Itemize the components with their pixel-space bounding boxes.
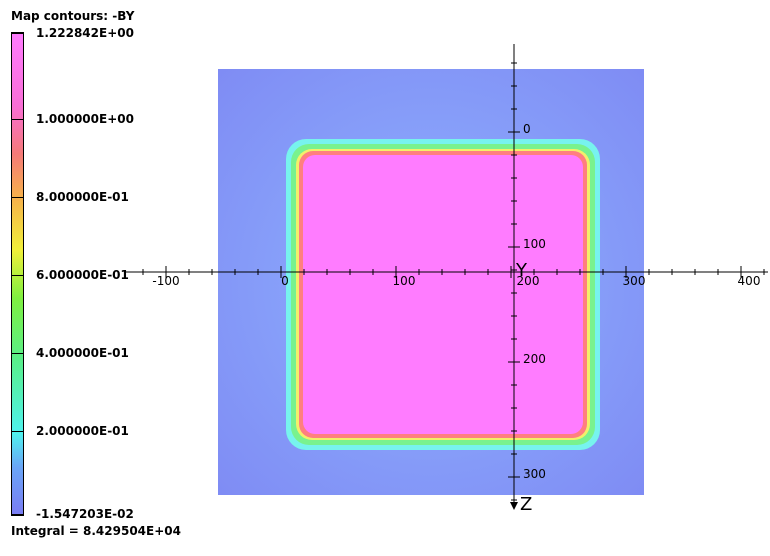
x-tick-label: -100 [152,274,179,288]
vertical-minor-ticks [511,62,517,501]
x-tick-label: 300 [623,274,646,288]
colorbar-tick [12,275,24,276]
colorbar-label: 4.000000E-01 [36,346,129,360]
x-tick-label: 400 [738,274,761,288]
horizontal-major-ticks [165,266,742,278]
colorbar-tick [12,33,24,34]
z-axis-name: Z [520,494,532,515]
colorbar-label-max: 1.222842E+00 [36,26,134,40]
colorbar-label: 2.000000E-01 [36,424,129,438]
z-tick-label: 200 [523,352,546,366]
contour-peak-region [303,155,583,434]
z-tick-label: 0 [523,122,531,136]
colorbar-tick [12,197,24,198]
integral-readout: Integral = 8.429504E+04 [11,524,181,538]
x-tick-label: 100 [393,274,416,288]
colorbar-label: 6.000000E-01 [36,268,129,282]
z-tick-label: 300 [523,467,546,481]
colorbar-tick [12,353,24,354]
x-tick-label: 200 [517,274,540,288]
vertical-major-ticks [508,131,520,478]
colorbar-label: 8.000000E-01 [36,190,129,204]
y-axis-name: Y [515,260,528,281]
colorbar-label: 1.000000E+00 [36,112,134,126]
colorbar-tick [12,514,24,515]
z-tick-label: 100 [523,237,546,251]
z-axis-arrow-icon [510,502,518,510]
horizontal-minor-ticks [142,269,765,275]
color-scale-bar [11,32,24,516]
colorbar-tick [12,119,24,120]
plot-title: Map contours: -BY [11,9,135,23]
x-tick-label: 0 [281,274,289,288]
colorbar-tick [12,431,24,432]
colorbar-label-min: -1.547203E-02 [36,507,134,521]
